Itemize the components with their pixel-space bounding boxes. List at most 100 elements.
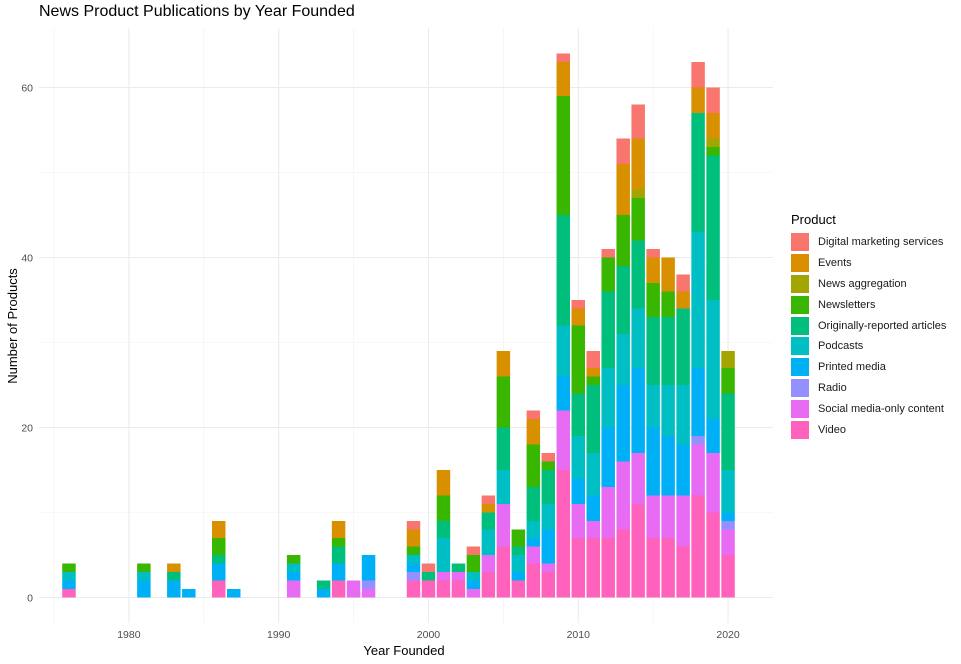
bar-segment-2016-originally-reported-articles [661, 317, 675, 385]
legend-item: Radio [791, 378, 946, 399]
legend-label: Podcasts [818, 340, 864, 353]
legend-swatch [791, 295, 809, 314]
bar-segment-2008-printed-media [541, 529, 556, 564]
bar-segment-2006-newsletters [511, 529, 526, 547]
bar-segment-2016-podcasts [661, 385, 675, 436]
legend-item: Events [791, 253, 946, 274]
bar-segment-2005-originally-reported-articles [496, 427, 511, 470]
bar-segment-2004-video [481, 572, 496, 598]
bar-segment-1976-video [62, 589, 76, 598]
bar-segment-2014-originally-reported-articles [631, 240, 645, 309]
bars [62, 53, 735, 598]
bar-segment-2018-radio [691, 436, 705, 445]
bar-segment-2001-originally-reported-articles [436, 521, 451, 538]
bar-segment-2000-originally-reported-articles [421, 572, 436, 581]
bar-segment-1983-events [167, 563, 181, 572]
bar-segment-2013-digital-marketing-services [616, 138, 630, 164]
bar-segment-2015-video [646, 538, 660, 598]
bar-segment-2016-events [661, 257, 675, 292]
legend-item: Newsletters [791, 294, 946, 315]
bar-segment-1976-podcasts [62, 572, 76, 581]
bar-segment-2010-printed-media [571, 478, 586, 504]
bar-segment-2000-digital-marketing-services [421, 563, 436, 572]
bar-segment-2010-social-media-only-content [571, 504, 586, 538]
legend-label: Digital marketing services [818, 236, 944, 249]
bar-segment-2009-social-media-only-content [556, 410, 571, 470]
bar-segment-1999-video [406, 580, 421, 598]
bar-segment-2014-newsletters [631, 198, 645, 241]
bar-segment-2018-digital-marketing-services [691, 62, 705, 88]
bar-segment-2015-events [646, 257, 660, 283]
bar-segment-2020-video [721, 555, 735, 598]
bar-segment-2016-social-media-only-content [661, 495, 675, 538]
bar-segment-2010-newsletters [571, 325, 586, 394]
chart-title: News Product Publications by Year Founde… [39, 3, 355, 20]
bar-segment-2016-newsletters [661, 291, 675, 317]
bar-segment-1983-originally-reported-articles [167, 572, 181, 581]
bar-segment-2008-digital-marketing-services [541, 453, 556, 462]
bar-segment-2011-podcasts [586, 453, 600, 496]
legend-swatch [791, 399, 809, 418]
legend-item: Podcasts [791, 336, 946, 357]
bar-segment-2018-social-media-only-content [691, 444, 705, 496]
bar-segment-2011-digital-marketing-services [586, 351, 600, 368]
bar-segment-2007-newsletters [526, 444, 541, 487]
bar-segment-1986-originally-reported-articles [212, 555, 226, 564]
bar-segment-2011-printed-media [586, 495, 600, 521]
bar-segment-1981-podcasts [137, 572, 151, 581]
bar-segment-1999-printed-media [406, 563, 421, 572]
bar-segment-1994-newsletters [331, 538, 346, 547]
bar-segment-1999-newsletters [406, 546, 421, 555]
bar-segment-2012-social-media-only-content [601, 487, 615, 538]
bar-segment-2017-digital-marketing-services [676, 274, 690, 292]
bar-segment-1991-podcasts [286, 563, 301, 572]
legend-item: Video [791, 419, 946, 440]
legend-label: Social media-only content [818, 402, 944, 415]
bar-segment-2005-video [496, 546, 511, 598]
bar-segment-1993-printed-media [316, 589, 331, 598]
bar-segment-2007-events [526, 419, 541, 445]
bar-segment-2001-podcasts [436, 538, 451, 572]
bar-segment-2009-newsletters [556, 96, 571, 215]
y-tick-label: 40 [21, 253, 33, 265]
bar-segment-2000-video [421, 580, 436, 598]
x-tick-label: 2020 [716, 629, 740, 641]
bar-segment-2020-social-media-only-content [721, 529, 735, 555]
bar-segment-2010-digital-marketing-services [571, 300, 586, 309]
bar-segment-2007-video [526, 563, 541, 598]
bar-segment-1994-events [331, 521, 346, 538]
bar-segment-1986-video [212, 580, 226, 598]
bar-segment-2019-newsletters [706, 147, 720, 156]
bar-segment-2015-printed-media [646, 427, 660, 496]
bar-segment-2020-radio [721, 521, 735, 530]
bar-segment-2002-video [451, 580, 466, 598]
legend: Product Digital marketing services Events… [791, 212, 946, 440]
bar-segment-2013-podcasts [616, 334, 630, 385]
bar-segment-2019-video [706, 512, 720, 598]
y-tick-label: 0 [27, 593, 33, 605]
bar-segment-2001-social-media-only-content [436, 572, 451, 581]
bar-segment-2020-printed-media [721, 512, 735, 521]
bar-segment-2016-printed-media [661, 436, 675, 496]
bar-segment-2015-social-media-only-content [646, 495, 660, 538]
bar-segment-2009-podcasts [556, 325, 571, 377]
bar-segment-1984-printed-media [182, 589, 196, 598]
bar-segment-1986-newsletters [212, 538, 226, 555]
legend-item: Printed media [791, 357, 946, 378]
bar-segment-2008-originally-reported-articles [541, 470, 556, 504]
bar-segment-2018-video [691, 495, 705, 598]
bar-segment-2013-video [616, 529, 630, 598]
bar-segment-2009-digital-marketing-services [556, 53, 571, 62]
bar-segment-2008-podcasts [541, 504, 556, 530]
legend-label: Radio [818, 381, 847, 394]
y-tick-label: 20 [21, 423, 33, 435]
bar-segment-2014-printed-media [631, 368, 645, 453]
legend-item: Social media-only content [791, 398, 946, 419]
bar-segment-2005-social-media-only-content [496, 504, 511, 547]
legend-label: Newsletters [818, 298, 876, 311]
bar-segment-2015-digital-marketing-services [646, 249, 660, 258]
bar-segment-2020-podcasts [721, 470, 735, 513]
x-tick-label: 1990 [267, 629, 291, 641]
bar-segment-2002-social-media-only-content [451, 572, 466, 581]
